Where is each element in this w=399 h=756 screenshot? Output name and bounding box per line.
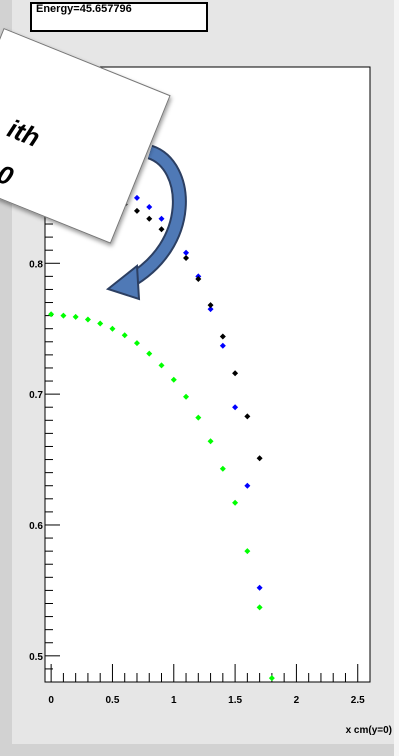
y-tick-label: 0.8 (29, 259, 43, 270)
axes: 00.511.522.50.50.60.70.80.9 (29, 66, 365, 706)
data-point-series-1 (256, 584, 263, 591)
data-point-series-2 (183, 255, 190, 262)
data-point-series-3 (60, 312, 67, 319)
y-tick-label: 0.6 (29, 521, 43, 532)
data-point-series-2 (256, 455, 263, 462)
data-point-series-2 (158, 226, 165, 233)
data-point-series-3 (183, 393, 190, 400)
data-point-series-2 (244, 413, 251, 420)
data-point-series-3 (232, 499, 239, 506)
data-point-series-3 (256, 604, 263, 611)
canvas-right-bevel (394, 0, 399, 756)
data-point-series-3 (207, 438, 214, 445)
data-point-series-1 (158, 215, 165, 222)
data-point-series-3 (133, 340, 140, 347)
data-point-series-3 (48, 311, 55, 318)
data-point-series-3 (146, 350, 153, 357)
data-point-series-3 (97, 320, 104, 327)
stats-box: Energy=45.657796 (30, 2, 208, 32)
x-tick-label: 0.5 (105, 695, 119, 706)
x-axis-title: x cm(y=0) (346, 725, 392, 736)
data-point-series-3 (158, 362, 165, 369)
data-point-series-2 (146, 215, 153, 222)
x-tick-label: 2 (294, 695, 300, 706)
data-point-series-2 (207, 302, 214, 309)
data-point-series-3 (109, 325, 116, 332)
data-point-series-3 (170, 376, 177, 383)
x-tick-label: 2.5 (351, 695, 365, 706)
data-point-series-1 (219, 342, 226, 349)
data-point-series-3 (72, 313, 79, 320)
canvas-bottom-bevel (0, 744, 399, 756)
data-point-series-3 (121, 332, 128, 339)
data-point-series-2 (133, 207, 140, 214)
data-point-series-1 (232, 404, 239, 411)
data-point-series-3 (195, 414, 202, 421)
data-point-series-2 (195, 275, 202, 282)
data-point-series-1 (146, 204, 153, 211)
data-point-series-1 (244, 482, 251, 489)
x-tick-label: 1 (171, 695, 177, 706)
data-point-series-3 (244, 548, 251, 555)
energy-label: Energy=45.657796 (36, 3, 132, 15)
curved-arrow-body (125, 146, 185, 287)
data-point-series-1 (133, 194, 140, 201)
x-tick-label: 1.5 (228, 695, 242, 706)
data-point-series-3 (219, 465, 226, 472)
y-tick-label: 0.7 (29, 390, 43, 401)
arrow-head-icon (105, 264, 141, 301)
data-point-series-3 (268, 675, 275, 682)
data-point-series-3 (84, 316, 91, 323)
data-point-series-1 (207, 306, 214, 313)
y-tick-label: 0.5 (29, 652, 43, 663)
data-point-series-2 (219, 333, 226, 340)
x-tick-label: 0 (48, 695, 54, 706)
data-point-series-1 (183, 249, 190, 256)
data-point-series-2 (232, 370, 239, 377)
